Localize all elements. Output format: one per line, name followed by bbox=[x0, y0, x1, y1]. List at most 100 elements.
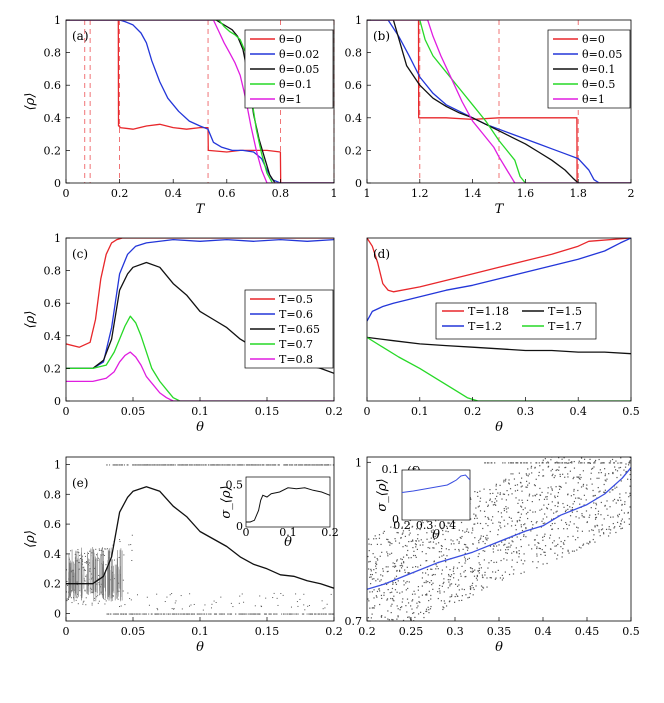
sample-point bbox=[551, 528, 554, 530]
sample-point bbox=[91, 591, 93, 593]
legend-entry: θ=0.02 bbox=[279, 48, 319, 61]
sample-point bbox=[584, 446, 585, 447]
sample-point bbox=[84, 552, 86, 554]
y-tick-label: 1 bbox=[54, 458, 61, 471]
sample-point bbox=[204, 604, 206, 606]
sample-point bbox=[423, 612, 425, 615]
sample-point bbox=[390, 611, 392, 614]
sample-point bbox=[299, 464, 301, 466]
sample-point bbox=[370, 568, 372, 571]
sample-point bbox=[481, 574, 483, 576]
sample-point bbox=[473, 513, 475, 515]
sample-point bbox=[604, 479, 606, 481]
sample-point bbox=[428, 599, 430, 602]
sample-point bbox=[81, 555, 83, 557]
sample-point bbox=[381, 551, 383, 553]
sample-point bbox=[511, 536, 513, 538]
sample-point bbox=[76, 581, 78, 583]
sample-point bbox=[598, 529, 600, 531]
sample-point bbox=[536, 555, 538, 557]
sample-point bbox=[487, 516, 489, 519]
sample-point bbox=[609, 491, 611, 493]
sample-point bbox=[193, 613, 195, 615]
sample-point bbox=[322, 608, 324, 610]
sample-point bbox=[376, 623, 377, 624]
sample-point bbox=[550, 509, 552, 511]
sample-point bbox=[539, 509, 541, 511]
sample-point bbox=[528, 493, 531, 495]
sample-point bbox=[503, 479, 505, 481]
sample-point bbox=[577, 476, 579, 478]
sample-point bbox=[185, 613, 187, 615]
sample-point bbox=[395, 575, 398, 577]
sample-point bbox=[421, 520, 423, 522]
sample-point bbox=[585, 487, 587, 489]
sample-point bbox=[323, 613, 325, 615]
sample-point bbox=[303, 464, 305, 466]
sample-point bbox=[629, 457, 631, 458]
sample-point bbox=[624, 466, 627, 468]
sample-point bbox=[564, 539, 566, 542]
sample-point bbox=[516, 521, 518, 523]
sample-point bbox=[482, 587, 485, 589]
sample-point bbox=[469, 567, 472, 569]
sample-point bbox=[454, 522, 456, 524]
sample-point bbox=[629, 473, 631, 476]
sample-point bbox=[561, 462, 563, 464]
sample-point bbox=[156, 464, 158, 466]
sample-point bbox=[441, 555, 443, 557]
sample-point bbox=[368, 600, 370, 602]
sample-point bbox=[487, 505, 489, 507]
sample-point bbox=[220, 596, 222, 598]
sample-point bbox=[551, 528, 553, 530]
sample-point bbox=[586, 488, 588, 490]
sample-point bbox=[390, 552, 393, 554]
sample-point bbox=[572, 477, 574, 480]
sample-point bbox=[74, 589, 76, 591]
sample-point bbox=[142, 464, 144, 466]
sample-point bbox=[331, 613, 333, 615]
sample-point bbox=[412, 554, 415, 557]
sample-point bbox=[116, 613, 118, 615]
sample-point bbox=[482, 540, 484, 543]
sample-point bbox=[425, 594, 427, 596]
sample-point bbox=[243, 613, 245, 615]
sample-point bbox=[546, 516, 548, 518]
sample-point bbox=[604, 468, 606, 470]
sample-point bbox=[391, 618, 393, 621]
sample-point bbox=[155, 464, 157, 466]
sample-point bbox=[462, 530, 464, 532]
sample-point bbox=[388, 619, 390, 621]
sample-point bbox=[426, 594, 428, 596]
sample-point bbox=[392, 582, 394, 584]
sample-point bbox=[434, 525, 436, 527]
sample-point bbox=[375, 562, 377, 565]
sample-point bbox=[122, 590, 124, 592]
sample-point bbox=[565, 521, 567, 524]
legend-entry: θ=1 bbox=[279, 93, 302, 106]
sample-point bbox=[578, 476, 580, 478]
sample-point bbox=[481, 576, 484, 578]
sample-point bbox=[533, 539, 536, 541]
sample-point bbox=[156, 613, 158, 615]
sample-point bbox=[219, 464, 221, 466]
sample-point bbox=[583, 448, 584, 449]
sample-point bbox=[148, 604, 150, 606]
sample-point bbox=[620, 499, 622, 501]
sample-point bbox=[457, 595, 459, 597]
sample-point bbox=[249, 613, 251, 615]
sample-point bbox=[263, 613, 265, 615]
sample-point bbox=[283, 613, 285, 615]
sample-point bbox=[500, 559, 502, 562]
sample-point bbox=[258, 464, 260, 466]
sample-point bbox=[400, 536, 402, 539]
legend-entry: T=1.5 bbox=[548, 305, 582, 318]
sample-point bbox=[583, 451, 584, 452]
sample-point bbox=[168, 613, 170, 615]
sample-point bbox=[466, 549, 469, 551]
sample-point bbox=[484, 462, 486, 464]
scatter-cloud-e bbox=[66, 464, 334, 615]
sample-point bbox=[400, 567, 403, 569]
sample-point bbox=[508, 483, 510, 485]
sample-point bbox=[547, 462, 549, 464]
